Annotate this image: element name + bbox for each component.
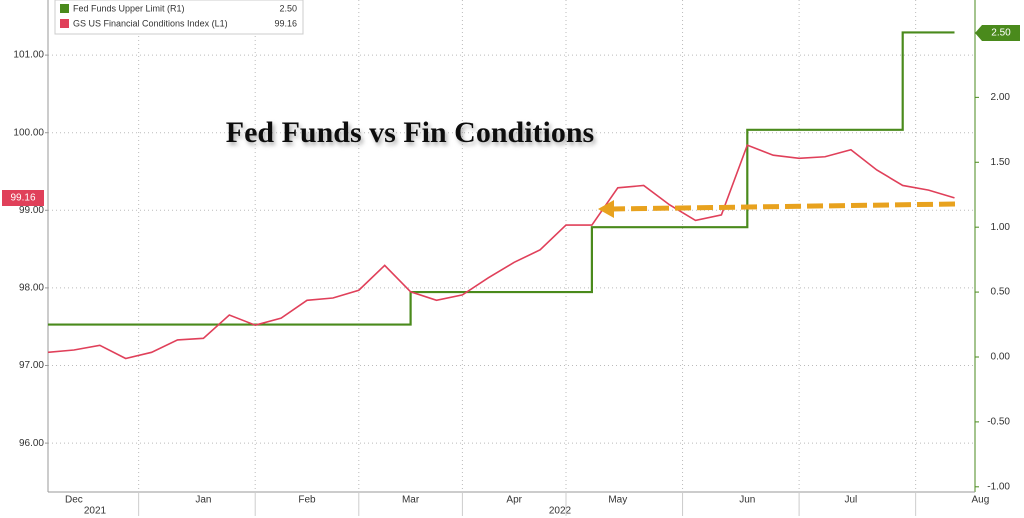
legend-value: 99.16 — [274, 18, 297, 28]
x-tick-label: Jan — [195, 495, 211, 506]
series-line — [48, 31, 955, 326]
legend-label: Fed Funds Upper Limit (R1) — [73, 3, 185, 13]
last-value-badge — [975, 25, 1020, 41]
x-tick-label: Aug — [972, 495, 990, 506]
last-value-badge — [2, 190, 44, 206]
y-tick-label: 99.00 — [19, 205, 44, 216]
x-year-label: 2021 — [84, 506, 107, 517]
y-tick-label: 97.00 — [19, 360, 44, 371]
last-value-label: 2.50 — [991, 28, 1011, 39]
x-tick-label: Dec — [65, 495, 83, 506]
marks — [47, 31, 955, 360]
y-tick-label: 100.00 — [13, 127, 44, 138]
x-tick-label: Apr — [506, 495, 522, 506]
x-tick-label: May — [608, 495, 627, 506]
arrow-annotation — [598, 200, 956, 218]
last-value-label: 99.16 — [10, 193, 35, 204]
x-tick-label: Mar — [402, 495, 420, 506]
y-tick-label: 96.00 — [19, 438, 44, 449]
x-tick-label: Feb — [298, 495, 316, 506]
y-tick-label: 98.00 — [19, 283, 44, 294]
y2-tick-label: 0.00 — [991, 352, 1011, 363]
chart-title: Fed Funds vs Fin Conditions — [226, 116, 594, 149]
grid — [48, 0, 975, 492]
y2-tick-label: 2.00 — [991, 92, 1011, 103]
legend-label: GS US Financial Conditions Index (L1) — [73, 18, 228, 28]
y2-tick-label: -0.50 — [987, 417, 1010, 428]
series-line — [47, 144, 955, 360]
x-tick-label: Jul — [845, 495, 858, 506]
y2-tick-label: 1.50 — [991, 157, 1011, 168]
y-tick-label: 101.00 — [13, 50, 44, 61]
y2-tick-label: -1.00 — [987, 481, 1010, 492]
x-tick-label: Jun — [739, 495, 755, 506]
y2-tick-label: 0.50 — [991, 287, 1011, 298]
legend: Fed Funds Upper Limit (R1) 2.50 GS US Fi… — [54, 0, 304, 35]
legend-value: 2.50 — [279, 3, 297, 13]
x-year-label: 2022 — [549, 506, 572, 517]
y2-tick-label: 1.00 — [991, 222, 1011, 233]
